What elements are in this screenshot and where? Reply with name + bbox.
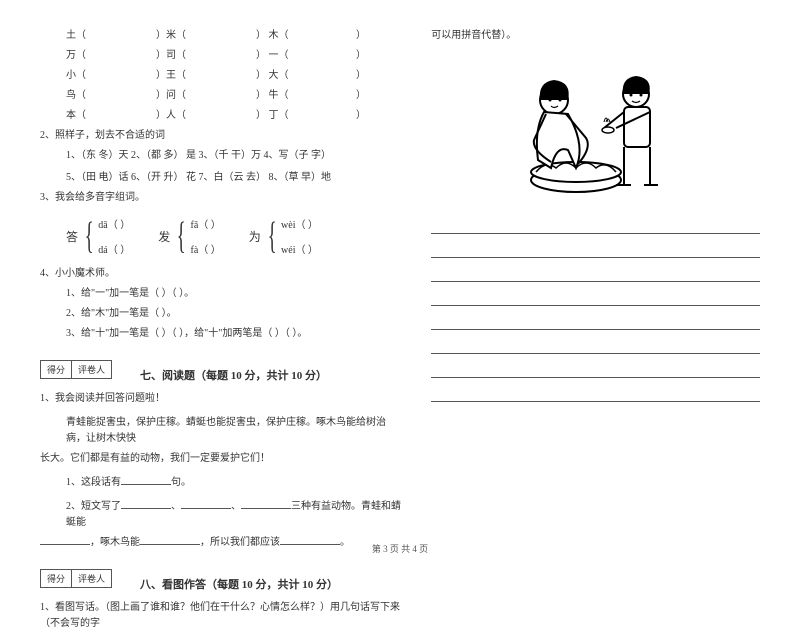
cell: 土（ <box>66 28 156 44</box>
cell: 本（ <box>66 108 156 124</box>
char-row: 土（ ）米（ ） 木（ ） <box>66 28 403 44</box>
cell: ） <box>356 88 366 104</box>
write-line[interactable] <box>431 262 760 282</box>
text: 1、这段话有 <box>66 477 121 488</box>
cell: ） 一（ <box>256 48 356 64</box>
pinyin-top: dā（ ） <box>98 216 130 231</box>
write-line[interactable] <box>431 286 760 306</box>
polyphone-group: 答 { dā（ ） dá（ ） <box>66 216 130 256</box>
page-footer: 第 3 页 共 4 页 <box>0 542 800 555</box>
brace-icon: { <box>177 225 186 248</box>
writing-lines <box>431 214 760 402</box>
score-label: 得分 <box>41 361 72 378</box>
q4-line: 3、给"十"加一笔是（ ）（ ），给"十"加两笔是（ ）（ ）。 <box>40 326 403 342</box>
q4-line: 2、给"木"加一笔是（ ）。 <box>40 306 403 322</box>
q2-line: 1、（东 冬）天 2、（都 多） 是 3、（千 干）万 4、写（子 字） <box>40 148 403 164</box>
score-box: 得分 评卷人 <box>40 569 112 588</box>
char-row: 万（ ）司（ ） 一（ ） <box>66 48 403 64</box>
reviewer-label: 评卷人 <box>72 361 111 378</box>
passage-line: 青蛙能捉害虫，保护庄稼。蜻蜓也能捉害虫，保护庄稼。啄木鸟能给树治病，让树木快快 <box>40 415 403 447</box>
blank[interactable] <box>121 475 171 485</box>
cell: ） 丁（ <box>256 108 356 124</box>
pinyin-bot: fà（ ） <box>190 241 220 256</box>
cell: ） <box>356 28 366 44</box>
group-label: 答 <box>66 228 78 245</box>
blank[interactable] <box>121 499 171 509</box>
q3-title: 3、我会给多音字组词。 <box>40 190 403 206</box>
washing-illustration <box>496 50 696 200</box>
pinyin-bot: dá（ ） <box>98 241 130 256</box>
char-row: 本（ ）人（ ） 丁（ ） <box>66 108 403 124</box>
polyphone-group: 为 { wèi（ ） wéi（ ） <box>249 216 318 256</box>
char-row: 鸟（ ）问（ ） 牛（ ） <box>66 88 403 104</box>
brace-icon: { <box>267 225 276 248</box>
continuation-text: 可以用拼音代替）。 <box>431 28 760 44</box>
cell: 小（ <box>66 68 156 84</box>
text: 2、短文写了 <box>66 501 121 512</box>
cell: ） <box>356 108 366 124</box>
text: 、 <box>231 501 241 512</box>
cell: ）米（ <box>156 28 256 44</box>
char-pair-block: 土（ ）米（ ） 木（ ） 万（ ）司（ ） 一（ ） 小（ ）王（ ） 大（ … <box>40 28 403 124</box>
char-row: 小（ ）王（ ） 大（ ） <box>66 68 403 84</box>
cell: 万（ <box>66 48 156 64</box>
passage-line: 长大。它们都是有益的动物，我们一定要爱护它们！ <box>40 451 403 467</box>
cell: ）司（ <box>156 48 256 64</box>
score-box: 得分 评卷人 <box>40 360 112 379</box>
q2-title: 2、照样子，划去不合适的词 <box>40 128 403 144</box>
cell: ） <box>356 68 366 84</box>
pinyin-top: wèi（ ） <box>281 216 318 231</box>
cell: ）王（ <box>156 68 256 84</box>
cell: ） <box>356 48 366 64</box>
cell: ）人（ <box>156 108 256 124</box>
blank[interactable] <box>181 499 231 509</box>
cell: 鸟（ <box>66 88 156 104</box>
right-column: 可以用拼音代替）。 <box>431 28 760 528</box>
q4-line: 1、给"一"加一笔是（ ）（ ）。 <box>40 286 403 302</box>
cell: ）问（ <box>156 88 256 104</box>
write-line[interactable] <box>431 310 760 330</box>
q4-title: 4、小小魔术师。 <box>40 266 403 282</box>
group-label: 为 <box>249 228 261 245</box>
polyphone-group: 发 { fā（ ） fà（ ） <box>158 216 221 256</box>
write-line[interactable] <box>431 214 760 234</box>
polyphone-row: 答 { dā（ ） dá（ ） 发 { fā（ ） fà（ ） 为 <box>66 216 403 256</box>
q2-line: 5、（田 电）话 6、（开 升） 花 7、白（云 去） 8、（草 早）地 <box>40 170 403 186</box>
write-line[interactable] <box>431 358 760 378</box>
s7-sub2: 2、短文写了、、三种有益动物。青蛙和蜻蜓能 <box>40 499 403 531</box>
cell: ） 木（ <box>256 28 356 44</box>
pinyin-top: fā（ ） <box>190 216 220 231</box>
write-line[interactable] <box>431 334 760 354</box>
group-label: 发 <box>158 228 170 245</box>
write-line[interactable] <box>431 238 760 258</box>
write-line[interactable] <box>431 382 760 402</box>
blank[interactable] <box>241 499 291 509</box>
s7-q1: 1、我会阅读并回答问题啦！ <box>40 391 403 407</box>
cell: ） 大（ <box>256 68 356 84</box>
s8-q1: 1、看图写话。（图上画了谁和谁？他们在干什么？心情怎么样？）用几句话写下来（不会… <box>40 600 403 632</box>
pinyin-bot: wéi（ ） <box>281 241 318 256</box>
left-column: 土（ ）米（ ） 木（ ） 万（ ）司（ ） 一（ ） 小（ ）王（ ） 大（ … <box>40 28 403 528</box>
score-label: 得分 <box>41 570 72 587</box>
brace-icon: { <box>85 225 94 248</box>
reviewer-label: 评卷人 <box>72 570 111 587</box>
s7-sub1: 1、这段话有 句。 <box>40 475 403 491</box>
cell: ） 牛（ <box>256 88 356 104</box>
illustration-svg <box>496 50 696 200</box>
text: 、 <box>171 501 181 512</box>
text: 句。 <box>171 477 191 488</box>
